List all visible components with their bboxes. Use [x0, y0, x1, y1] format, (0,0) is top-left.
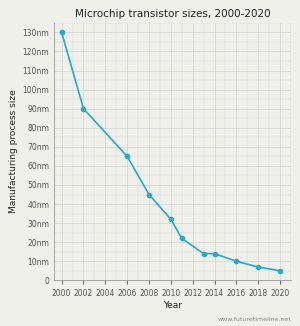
Title: Microchip transistor sizes, 2000-2020: Microchip transistor sizes, 2000-2020: [75, 9, 270, 19]
Text: www.futuretimeline.net: www.futuretimeline.net: [217, 317, 291, 322]
X-axis label: Year: Year: [163, 301, 182, 310]
Y-axis label: Manufacturing process size: Manufacturing process size: [9, 90, 18, 214]
